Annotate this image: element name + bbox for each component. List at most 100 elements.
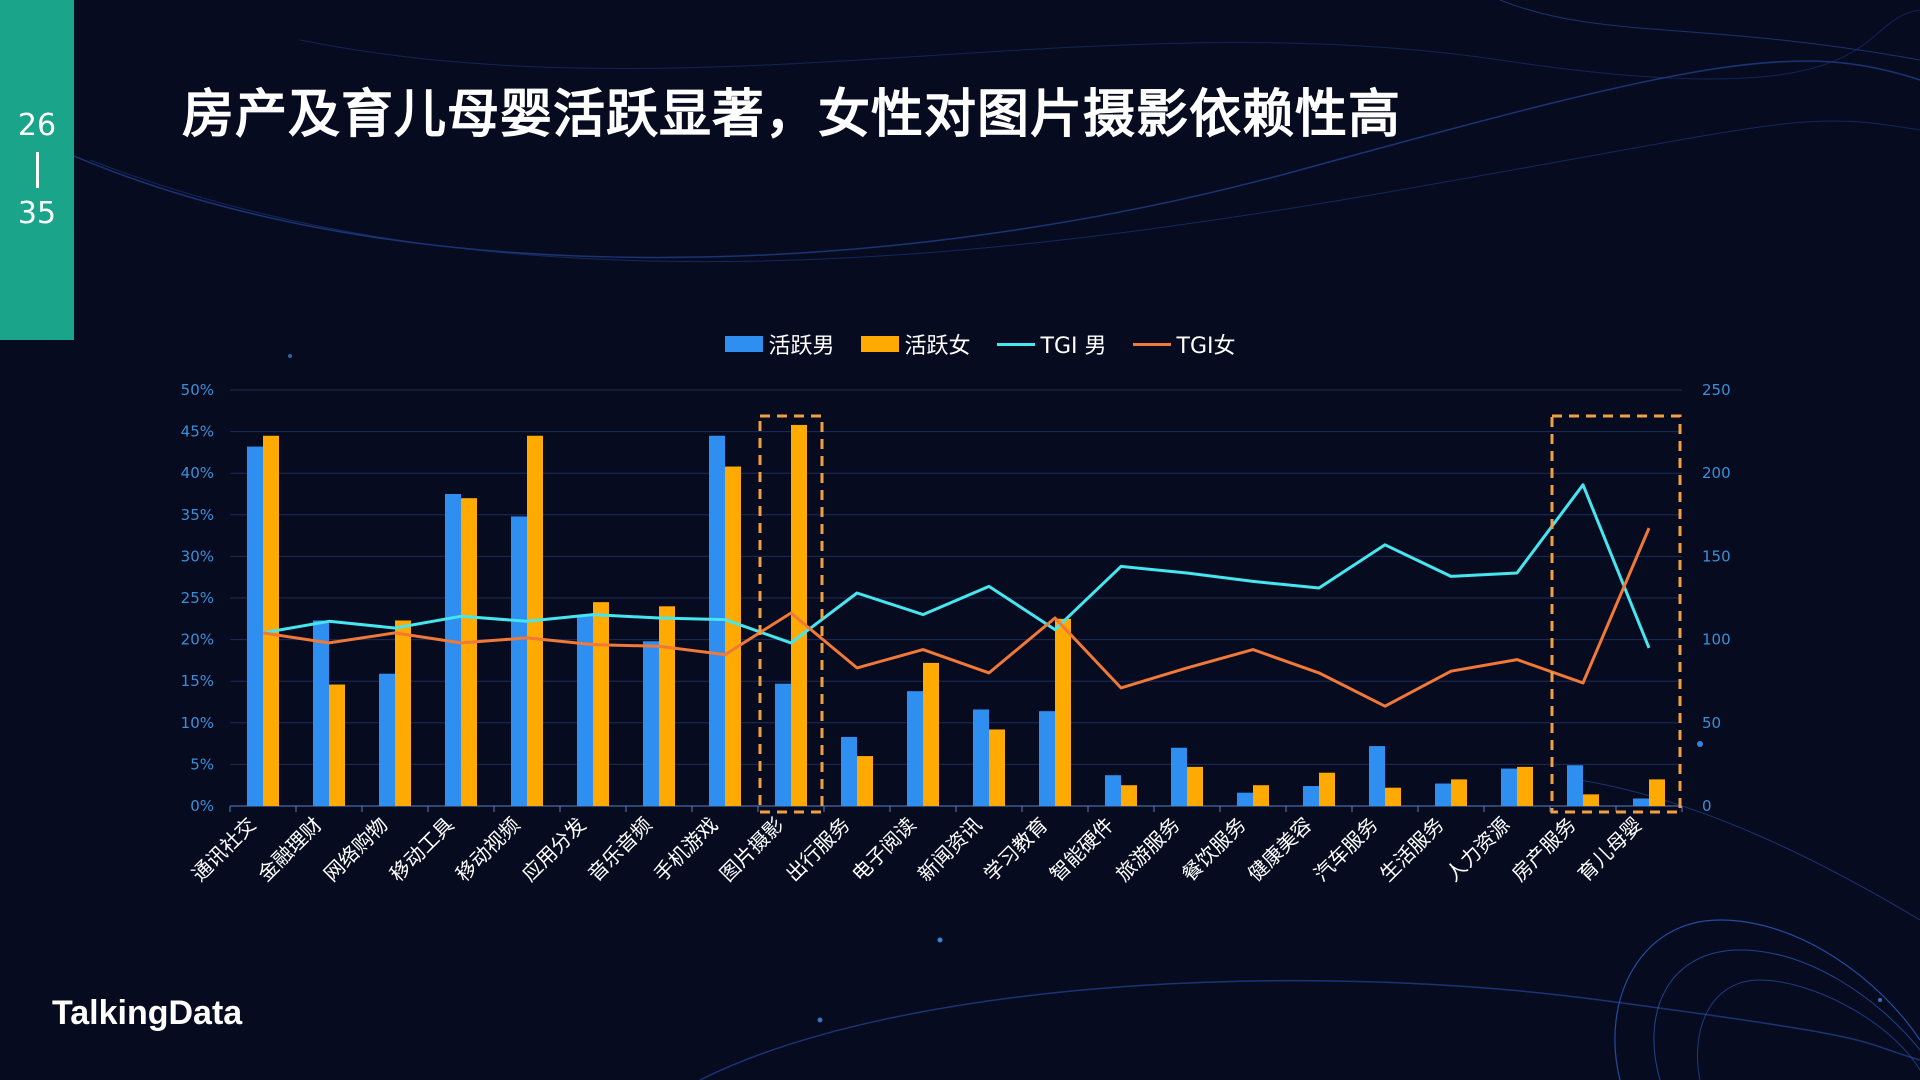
line-tgi-male <box>262 483 1651 649</box>
x-category-label: 旅游服务 <box>1111 813 1185 887</box>
line-tgi-female <box>262 527 1651 708</box>
bar-female-active <box>857 756 873 806</box>
bar-female-active <box>989 729 1005 806</box>
y-right-tick-label: 50 <box>1702 714 1721 732</box>
bar-male-active <box>379 673 395 806</box>
bar-male-active <box>313 620 329 806</box>
x-category-label: 智能硬件 <box>1045 813 1119 887</box>
y-left-tick-label: 20% <box>181 631 214 649</box>
page-indicator-tab: 26 35 <box>0 0 74 340</box>
legend-swatch-tgi-female <box>1132 342 1171 346</box>
bar-female-active <box>1121 785 1137 806</box>
x-category-label: 生活服务 <box>1375 813 1449 887</box>
legend-swatch-tgi-male <box>996 342 1035 346</box>
legend-label-female-active: 活跃女 <box>904 334 971 359</box>
bar-male-active <box>1369 746 1385 806</box>
legend-item-female-active: 活跃女 <box>860 328 971 360</box>
x-category-label: 餐饮服务 <box>1177 813 1251 887</box>
x-category-label: 健康美容 <box>1243 813 1317 887</box>
bar-female-active <box>725 466 741 806</box>
bar-male-active <box>1567 765 1583 806</box>
x-category-label: 图片摄影 <box>715 813 789 887</box>
legend-label-tgi-female: TGI女 <box>1176 334 1236 359</box>
y-right-tick-label: 250 <box>1702 381 1731 399</box>
legend-item-tgi-female: TGI女 <box>1132 328 1236 360</box>
bar-male-active <box>1105 775 1121 806</box>
bar-female-active <box>1055 618 1071 806</box>
bar-female-active <box>461 498 477 806</box>
legend-item-male-active: 活跃男 <box>724 328 835 360</box>
y-right-tick-label: 200 <box>1702 464 1731 482</box>
legend-swatch-female-active <box>860 336 899 352</box>
x-category-label: 应用分发 <box>517 813 591 887</box>
bar-female-active <box>593 602 609 806</box>
y-left-tick-label: 25% <box>181 589 214 607</box>
x-category-label: 网络购物 <box>319 813 393 887</box>
page-current: 26 <box>17 108 57 143</box>
x-category-label: 汽车服务 <box>1309 813 1383 887</box>
bar-male-active <box>1501 768 1517 806</box>
bar-female-active <box>1253 785 1269 806</box>
highlight-box <box>1550 414 1682 814</box>
legend-label-tgi-male: TGI 男 <box>1040 334 1107 359</box>
bar-male-active <box>247 446 263 806</box>
bar-female-active <box>1187 766 1203 806</box>
bar-male-active <box>577 614 593 806</box>
bar-male-active <box>1171 747 1187 806</box>
bar-female-active <box>1385 787 1401 806</box>
bar-female-active <box>1583 794 1599 806</box>
x-category-label: 出行服务 <box>781 813 855 887</box>
bar-male-active <box>775 683 791 806</box>
bar-female-active <box>329 684 345 806</box>
y-left-tick-label: 0% <box>190 797 214 815</box>
x-category-label: 电子阅读 <box>847 813 921 887</box>
page-separator <box>36 152 39 188</box>
y-right-tick-label: 100 <box>1702 631 1731 649</box>
y-right-tick-label: 150 <box>1702 547 1731 565</box>
x-category-label: 人力资源 <box>1441 813 1515 887</box>
y-left-tick-label: 40% <box>181 464 214 482</box>
legend-swatch-male-active <box>724 336 763 352</box>
bar-male-active <box>1237 792 1253 806</box>
bar-female-active <box>263 435 279 806</box>
y-left-tick-label: 10% <box>181 714 214 732</box>
y-left-tick-label: 45% <box>181 423 214 441</box>
y-left-tick-label: 35% <box>181 506 214 524</box>
bar-male-active <box>643 641 659 806</box>
x-category-label: 金融理财 <box>253 813 327 887</box>
talkingdata-logo: TalkingData <box>52 994 243 1032</box>
bar-male-active <box>511 516 527 806</box>
bar-female-active <box>659 606 675 806</box>
bar-male-active <box>1303 786 1319 806</box>
bar-male-active <box>973 709 989 806</box>
bar-female-active <box>1517 766 1533 806</box>
page-total: 35 <box>17 196 57 231</box>
x-category-label: 育儿母婴 <box>1573 813 1647 887</box>
y-left-tick-label: 50% <box>181 381 214 399</box>
x-category-label: 学习教育 <box>979 813 1053 887</box>
x-category-label: 手机游戏 <box>649 813 723 887</box>
y-right-tick-label: 0 <box>1702 797 1712 815</box>
bar-female-active <box>923 662 939 806</box>
bar-female-active <box>1451 779 1467 806</box>
bar-female-active <box>1319 772 1335 806</box>
page-title: 房产及育儿母婴活跃显著，女性对图片摄影依赖性高 <box>182 85 1402 145</box>
legend-label-male-active: 活跃男 <box>768 334 835 359</box>
chart-legend: 活跃男 活跃女 TGI 男 TGI女 <box>0 328 1920 360</box>
bar-male-active <box>1435 783 1451 806</box>
bar-female-active <box>791 424 807 806</box>
bar-male-active <box>841 736 857 806</box>
x-category-label: 移动工具 <box>385 813 459 887</box>
bar-male-active <box>1633 798 1649 806</box>
bar-male-active <box>907 691 923 806</box>
x-category-label: 新闻资讯 <box>913 813 987 887</box>
y-left-tick-label: 15% <box>181 672 214 690</box>
bar-female-active <box>1649 779 1665 806</box>
bar-male-active <box>445 494 461 806</box>
x-category-label: 移动视频 <box>451 813 525 887</box>
y-left-tick-label: 5% <box>190 755 214 773</box>
x-category-label: 通讯社交 <box>187 813 261 887</box>
legend-item-tgi-male: TGI 男 <box>996 328 1107 360</box>
bar-male-active <box>1039 711 1055 806</box>
